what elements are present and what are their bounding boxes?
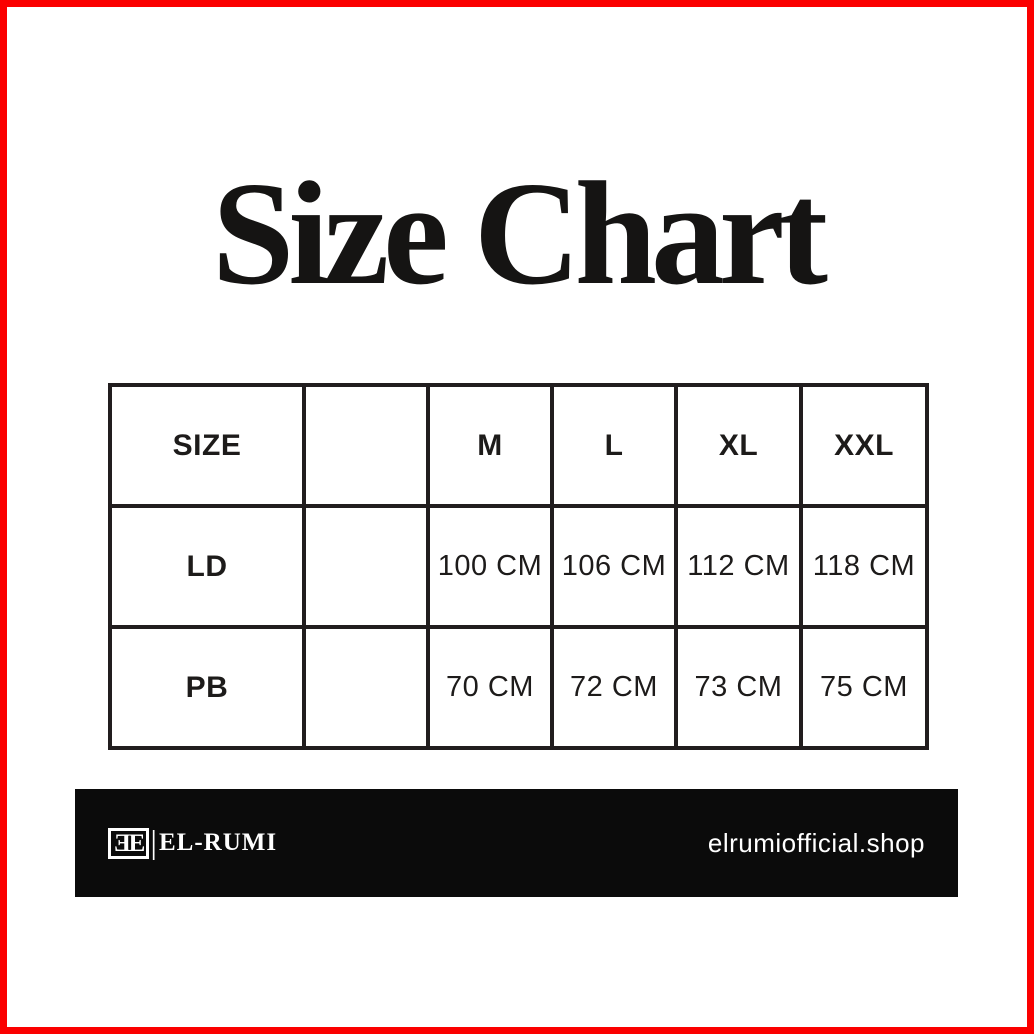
cell-pb-xxl: 75 CM: [799, 625, 929, 750]
logo-monogram: ƎE: [108, 827, 150, 859]
cell-ld-xl: 112 CM: [674, 504, 803, 629]
header-cell-xxl: XXL: [799, 383, 929, 508]
cell-ld-blank: [302, 504, 430, 629]
brand-logo: ƎE | EL-RUMI: [108, 824, 278, 861]
website-url: elrumiofficial.shop: [707, 827, 925, 858]
row-label-ld: LD: [108, 504, 306, 629]
cell-ld-m: 100 CM: [426, 504, 554, 629]
header-cell-m: M: [426, 383, 554, 508]
page-title: Size Chart: [212, 152, 828, 316]
cell-pb-m: 70 CM: [426, 625, 554, 750]
header-cell-blank: [302, 383, 430, 508]
table-row-pb: PB 70 CM 72 CM 73 CM 75 CM: [108, 625, 929, 750]
logo-divider-bar: |: [150, 824, 157, 861]
header-cell-l: L: [550, 383, 678, 508]
header-cell-xl: XL: [674, 383, 803, 508]
table-header-row: SIZE M L XL XXL: [108, 383, 929, 508]
cell-ld-xxl: 118 CM: [799, 504, 929, 629]
footer-brand-bar: ƎE | EL-RUMI elrumiofficial.shop: [75, 789, 958, 897]
size-chart-table: SIZE M L XL XXL LD 100 CM 106 CM 112 CM …: [108, 383, 929, 750]
cell-pb-xl: 73 CM: [674, 625, 803, 750]
cell-ld-l: 106 CM: [550, 504, 678, 629]
cell-pb-l: 72 CM: [550, 625, 678, 750]
header-cell-size: SIZE: [108, 383, 306, 508]
row-label-pb: PB: [108, 625, 306, 750]
brand-name: EL-RUMI: [158, 829, 278, 856]
cell-pb-blank: [302, 625, 430, 750]
table-row-ld: LD 100 CM 106 CM 112 CM 118 CM: [108, 504, 929, 629]
